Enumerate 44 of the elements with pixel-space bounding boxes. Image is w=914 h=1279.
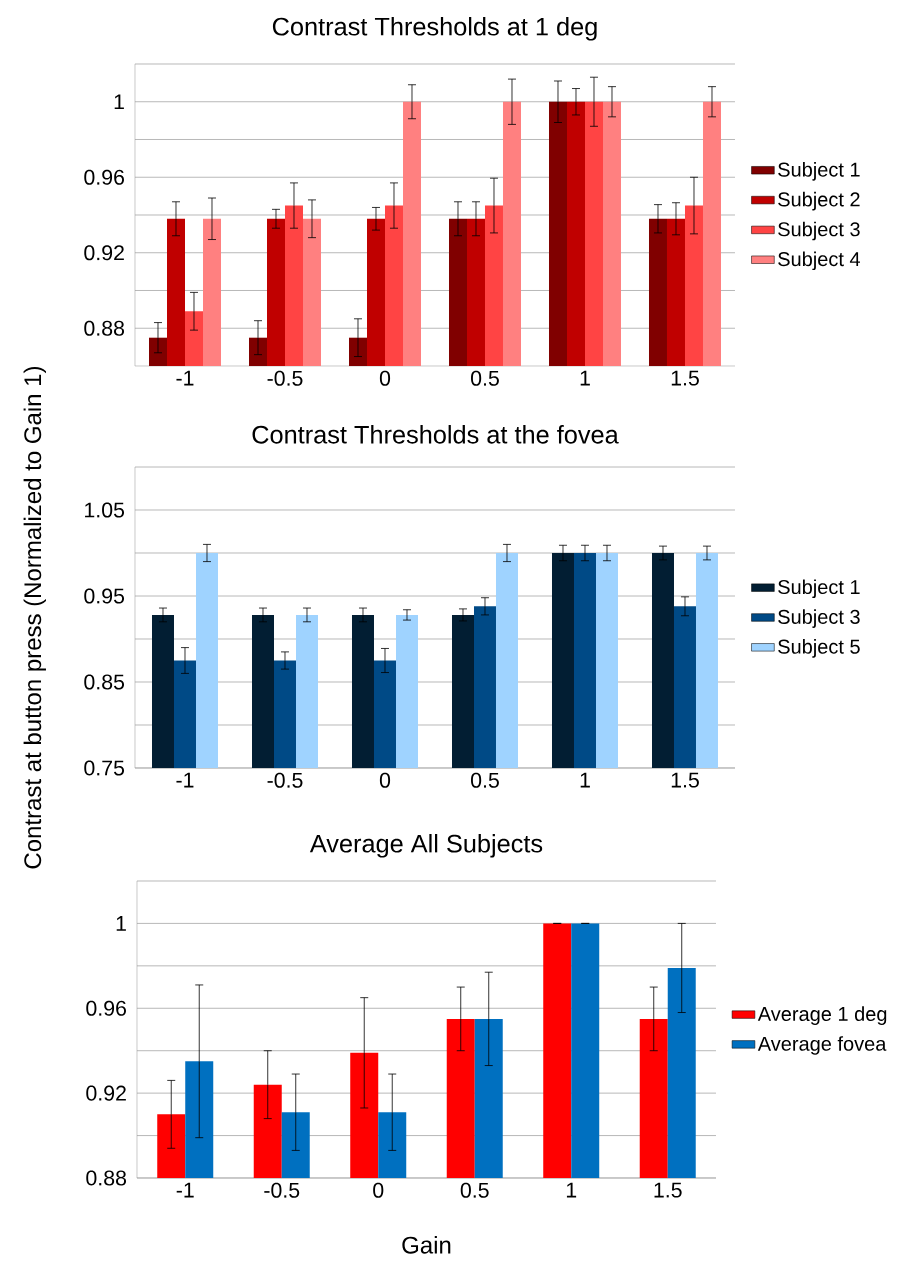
x-tick-label: -0.5 bbox=[267, 772, 303, 788]
x-tick-label: -1 bbox=[176, 370, 194, 386]
y-tick-label: 0.88 bbox=[86, 1170, 127, 1186]
x-tick-label: 0.5 bbox=[471, 772, 499, 788]
y-tick-label: 0.92 bbox=[86, 1085, 126, 1101]
legend-label: Subject 3 bbox=[778, 221, 860, 241]
x-tick-label: 0.5 bbox=[460, 1182, 489, 1198]
x-tick-label: 0 bbox=[379, 370, 391, 386]
y-tick-label: 0.95 bbox=[84, 588, 125, 604]
x-tick-label: 1.5 bbox=[654, 1182, 682, 1198]
chart-title: Contrast Thresholds at the fovea bbox=[252, 425, 619, 444]
x-tick-label: -0.5 bbox=[267, 370, 303, 386]
legend-label: Subject 1 bbox=[778, 162, 860, 181]
legend-label: Subject 1 bbox=[778, 579, 860, 599]
legend-label: Average 1 deg bbox=[757, 1006, 887, 1025]
y-tick-label: 0.92 bbox=[84, 245, 124, 261]
y-tick-label: 1 bbox=[114, 94, 124, 110]
y-tick-label: 0.96 bbox=[84, 169, 124, 185]
x-tick-label: 0 bbox=[379, 772, 391, 788]
x-tick-label: 1.5 bbox=[671, 370, 699, 386]
y-axis-title: Contrast at button press (Normalized to Gain 1) bbox=[23, 366, 46, 869]
y-tick-label: 0.85 bbox=[84, 674, 125, 690]
x-tick-label: -1 bbox=[176, 772, 194, 788]
x-tick-label: 1 bbox=[580, 370, 590, 386]
chart-title: Contrast Thresholds at 1 deg bbox=[272, 17, 597, 41]
x-tick-label: 1.5 bbox=[671, 772, 699, 788]
x-axis-title: Gain bbox=[402, 1236, 451, 1254]
legend-label: Subject 4 bbox=[778, 251, 860, 271]
legend-label: Subject 3 bbox=[778, 609, 860, 628]
y-tick-label: 0.96 bbox=[86, 1000, 126, 1016]
y-tick-label: 0.88 bbox=[84, 320, 125, 336]
legend-label: Average fovea bbox=[757, 1036, 887, 1055]
legend-label: Subject 2 bbox=[778, 191, 860, 211]
x-tick-label: 1 bbox=[580, 772, 590, 788]
x-tick-label: -0.5 bbox=[264, 1182, 300, 1198]
x-tick-label: -1 bbox=[176, 1182, 194, 1198]
x-tick-label: 0 bbox=[373, 1182, 384, 1198]
y-tick-label: 1 bbox=[116, 916, 126, 931]
x-tick-label: 0.5 bbox=[471, 370, 499, 386]
y-tick-label: 1.05 bbox=[85, 502, 125, 518]
legend-label: Subject 5 bbox=[778, 639, 860, 658]
y-tick-label: 0.75 bbox=[84, 760, 125, 776]
x-tick-label: 1 bbox=[566, 1182, 577, 1198]
chart-title: Average All Subjects bbox=[309, 834, 543, 858]
